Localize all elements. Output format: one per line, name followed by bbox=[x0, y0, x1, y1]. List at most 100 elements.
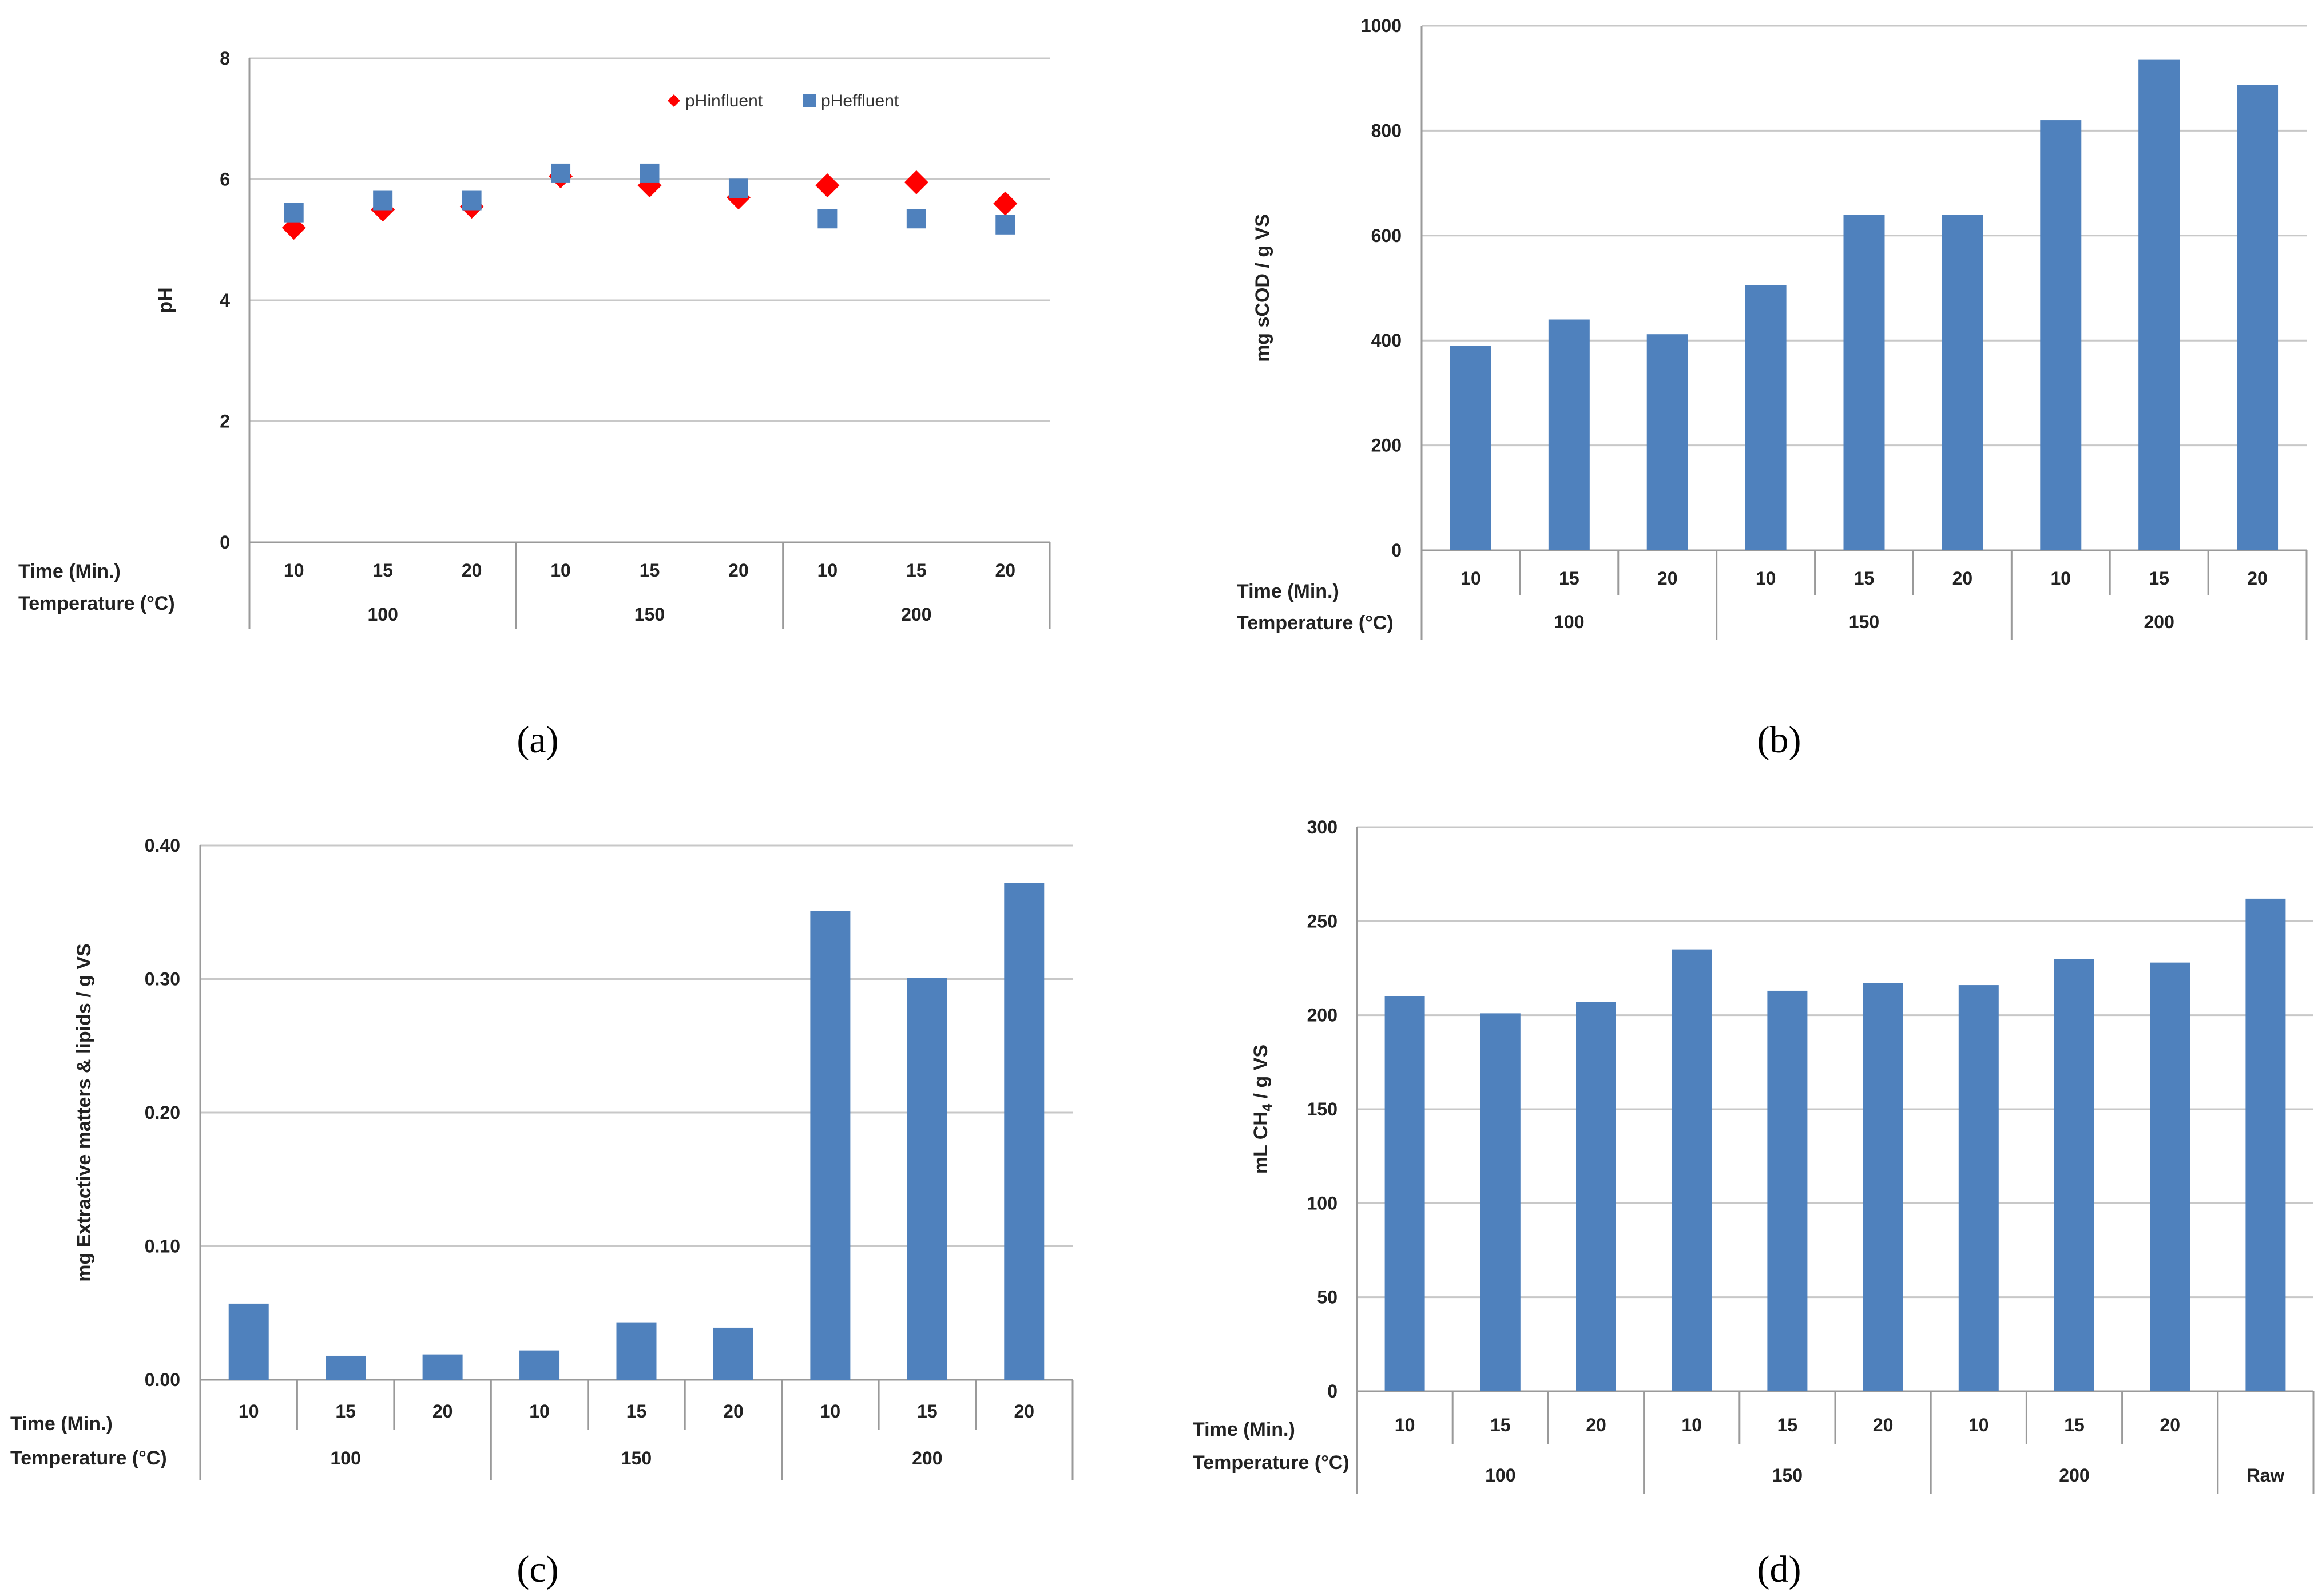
x-time-label: 15 bbox=[1854, 568, 1875, 589]
x-time-label: 20 bbox=[432, 1401, 453, 1422]
point-pHeffluent bbox=[284, 203, 304, 223]
x-time-label: 10 bbox=[550, 560, 571, 581]
bar bbox=[1548, 319, 1590, 550]
y-tick-label: 1000 bbox=[1361, 15, 1402, 36]
y-tick-label: 0 bbox=[1327, 1381, 1337, 1402]
panel-b-scod-chart: 0 200 400 600 800 1000 mg sCOD / g VS 10 15 20 10 1… bbox=[1237, 15, 2308, 761]
x-time-label: 20 bbox=[2160, 1415, 2180, 1435]
y-tick-label: 6 bbox=[220, 169, 230, 190]
x-time-label: 20 bbox=[1952, 568, 1973, 589]
x-group-label: 100 bbox=[367, 604, 398, 625]
x-group-label: 200 bbox=[912, 1448, 942, 1468]
bar bbox=[616, 1322, 657, 1380]
bar bbox=[1958, 985, 1999, 1391]
x-group-label: 150 bbox=[621, 1448, 652, 1468]
y-tick-label: 0 bbox=[220, 532, 230, 553]
x-group-label: 200 bbox=[2059, 1465, 2089, 1486]
bar bbox=[1646, 334, 1688, 550]
x-time-label: 20 bbox=[995, 560, 1015, 581]
x-row-label-time: Time (Min.) bbox=[1237, 581, 1339, 602]
y-axis-label: mg sCOD / g VS bbox=[1252, 214, 1273, 362]
legend-marker-diamond bbox=[668, 94, 680, 107]
x-row-label-temperature: Temperature (°C) bbox=[10, 1447, 167, 1469]
x-time-label: 20 bbox=[723, 1401, 744, 1422]
point-pHeffluent bbox=[728, 178, 748, 198]
y-tick-label: 2 bbox=[220, 411, 230, 432]
x-time-label: 15 bbox=[2064, 1415, 2085, 1435]
x-time-label: 15 bbox=[1777, 1415, 1798, 1435]
x-time-label: 10 bbox=[1395, 1415, 1415, 1435]
bar bbox=[1767, 990, 1808, 1391]
panel-a-ph-chart: 0 2 4 6 8 pH 10 15 20 10 15 20 10 15 20 100 150 200 Time (… bbox=[18, 48, 1051, 761]
point-pHeffluent bbox=[817, 209, 838, 229]
bar bbox=[2237, 85, 2279, 551]
bar bbox=[1450, 346, 1491, 550]
point-pHeffluent bbox=[906, 209, 926, 229]
x-time-label: 10 bbox=[820, 1401, 841, 1422]
y-axis-label: mg Extractive matters & lipids / g VS bbox=[73, 943, 95, 1281]
y-tick-label: 300 bbox=[1307, 817, 1337, 837]
x-row-label-temperature: Temperature (°C) bbox=[1193, 1452, 1349, 1474]
point-pHeffluent bbox=[640, 163, 660, 183]
y-axis-label: pH bbox=[154, 287, 176, 313]
bar bbox=[2245, 898, 2286, 1391]
y-tick-label: 0 bbox=[1391, 540, 1402, 561]
y-axis-label-part: mL CH bbox=[1250, 1111, 1272, 1174]
y-axis-label: mL CH4 / g VS bbox=[1250, 1045, 1275, 1174]
point-pHinfluent bbox=[904, 170, 928, 194]
x-time-label: 10 bbox=[529, 1401, 550, 1422]
y-tick-label: 200 bbox=[1307, 1005, 1337, 1026]
bar bbox=[810, 911, 851, 1380]
y-tick-label: 0.10 bbox=[145, 1236, 180, 1257]
x-group-label: 100 bbox=[1485, 1465, 1515, 1486]
panel-caption: (d) bbox=[1757, 1549, 1801, 1590]
legend-marker-square bbox=[803, 94, 816, 107]
bar bbox=[2040, 120, 2082, 550]
x-group-label: Raw bbox=[2247, 1465, 2285, 1486]
x-time-label: 20 bbox=[728, 560, 749, 581]
point-pHeffluent bbox=[551, 163, 571, 183]
x-time-label: 15 bbox=[917, 1401, 938, 1422]
bar bbox=[422, 1354, 463, 1380]
bar bbox=[1384, 996, 1425, 1391]
x-time-label: 15 bbox=[1490, 1415, 1511, 1435]
panel-caption: (b) bbox=[1757, 719, 1801, 761]
panel-caption: (c) bbox=[517, 1549, 558, 1590]
x-time-label: 15 bbox=[640, 560, 660, 581]
y-tick-label: 0.20 bbox=[145, 1102, 180, 1123]
x-time-label: 10 bbox=[817, 560, 838, 581]
y-tick-label: 8 bbox=[220, 48, 230, 69]
x-group-label: 200 bbox=[901, 604, 931, 625]
x-group-label: 150 bbox=[1772, 1465, 1803, 1486]
x-time-label: 10 bbox=[1681, 1415, 1702, 1435]
y-tick-label: 400 bbox=[1371, 330, 1402, 351]
x-time-label: 15 bbox=[372, 560, 393, 581]
x-time-label: 10 bbox=[1460, 568, 1481, 589]
y-tick-label: 600 bbox=[1371, 225, 1402, 246]
x-group-label: 100 bbox=[1554, 612, 1584, 632]
bar bbox=[1745, 285, 1787, 550]
y-tick-label: 150 bbox=[1307, 1099, 1337, 1119]
y-tick-label: 0.00 bbox=[145, 1369, 180, 1390]
bar bbox=[228, 1303, 269, 1380]
x-time-label: 20 bbox=[2247, 568, 2268, 589]
y-tick-label: 100 bbox=[1307, 1193, 1337, 1213]
x-row-label-time: Time (Min.) bbox=[1193, 1419, 1295, 1440]
bar bbox=[2138, 59, 2180, 551]
x-group-label: 150 bbox=[634, 604, 665, 625]
x-time-label: 20 bbox=[462, 560, 482, 581]
panel-d-methane-chart: 0 50 100 150 200 250 300 mL CH4 / g VS 10 15 20 10 1… bbox=[1193, 817, 2315, 1590]
x-group-label: 100 bbox=[330, 1448, 360, 1468]
x-time-label: 10 bbox=[284, 560, 304, 581]
y-tick-label: 200 bbox=[1371, 435, 1402, 456]
x-time-label: 15 bbox=[626, 1401, 647, 1422]
x-time-label: 20 bbox=[1873, 1415, 1894, 1435]
panel-c-lipids-chart: 0.00 0.10 0.20 0.30 0.40 mg Extractive matter… bbox=[10, 835, 1074, 1590]
x-time-label: 20 bbox=[1586, 1415, 1606, 1435]
x-time-label: 15 bbox=[2149, 568, 2169, 589]
x-row-label-temperature: Temperature (°C) bbox=[18, 593, 175, 614]
bar bbox=[907, 978, 947, 1380]
x-time-label: 10 bbox=[1968, 1415, 1989, 1435]
point-pHinfluent bbox=[993, 191, 1018, 216]
point-pHeffluent bbox=[373, 190, 393, 211]
